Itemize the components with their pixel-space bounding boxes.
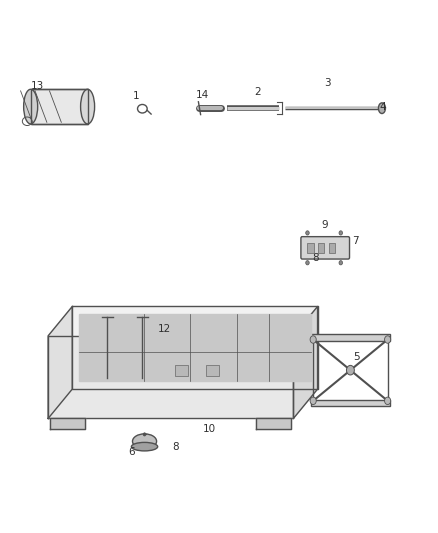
Polygon shape — [48, 336, 293, 418]
Text: 8: 8 — [312, 253, 319, 263]
FancyBboxPatch shape — [301, 237, 350, 259]
Bar — [311, 400, 390, 406]
Polygon shape — [50, 418, 85, 429]
Polygon shape — [72, 306, 318, 389]
Text: 7: 7 — [352, 236, 359, 246]
Bar — [307, 243, 314, 253]
Bar — [206, 365, 219, 376]
Text: 8: 8 — [172, 442, 179, 451]
Circle shape — [306, 261, 309, 265]
Text: 10: 10 — [203, 424, 216, 433]
Text: 13: 13 — [31, 82, 44, 91]
Circle shape — [346, 366, 354, 375]
Circle shape — [310, 397, 316, 405]
Circle shape — [385, 336, 391, 343]
Bar — [311, 334, 390, 341]
Text: 2: 2 — [254, 87, 261, 96]
Ellipse shape — [81, 89, 95, 124]
Text: 4: 4 — [380, 102, 387, 111]
Circle shape — [385, 397, 391, 405]
Bar — [328, 243, 335, 253]
Text: 12: 12 — [158, 325, 171, 334]
Polygon shape — [79, 314, 311, 381]
Bar — [31, 89, 88, 124]
Text: 3: 3 — [324, 78, 331, 87]
Circle shape — [143, 433, 146, 436]
Text: 1: 1 — [132, 91, 139, 101]
Polygon shape — [48, 306, 72, 418]
Ellipse shape — [131, 442, 158, 451]
Circle shape — [306, 231, 309, 235]
Polygon shape — [256, 418, 291, 429]
Ellipse shape — [132, 434, 157, 449]
Bar — [318, 243, 324, 253]
Bar — [175, 365, 188, 376]
Circle shape — [339, 231, 343, 235]
Text: 6: 6 — [128, 447, 135, 457]
Circle shape — [310, 336, 316, 343]
Circle shape — [339, 261, 343, 265]
Ellipse shape — [378, 103, 385, 114]
Text: 14: 14 — [196, 90, 209, 100]
Bar — [31, 89, 88, 124]
Ellipse shape — [24, 89, 38, 124]
Text: 9: 9 — [321, 220, 328, 230]
Text: 5: 5 — [353, 352, 360, 362]
Polygon shape — [293, 306, 318, 418]
